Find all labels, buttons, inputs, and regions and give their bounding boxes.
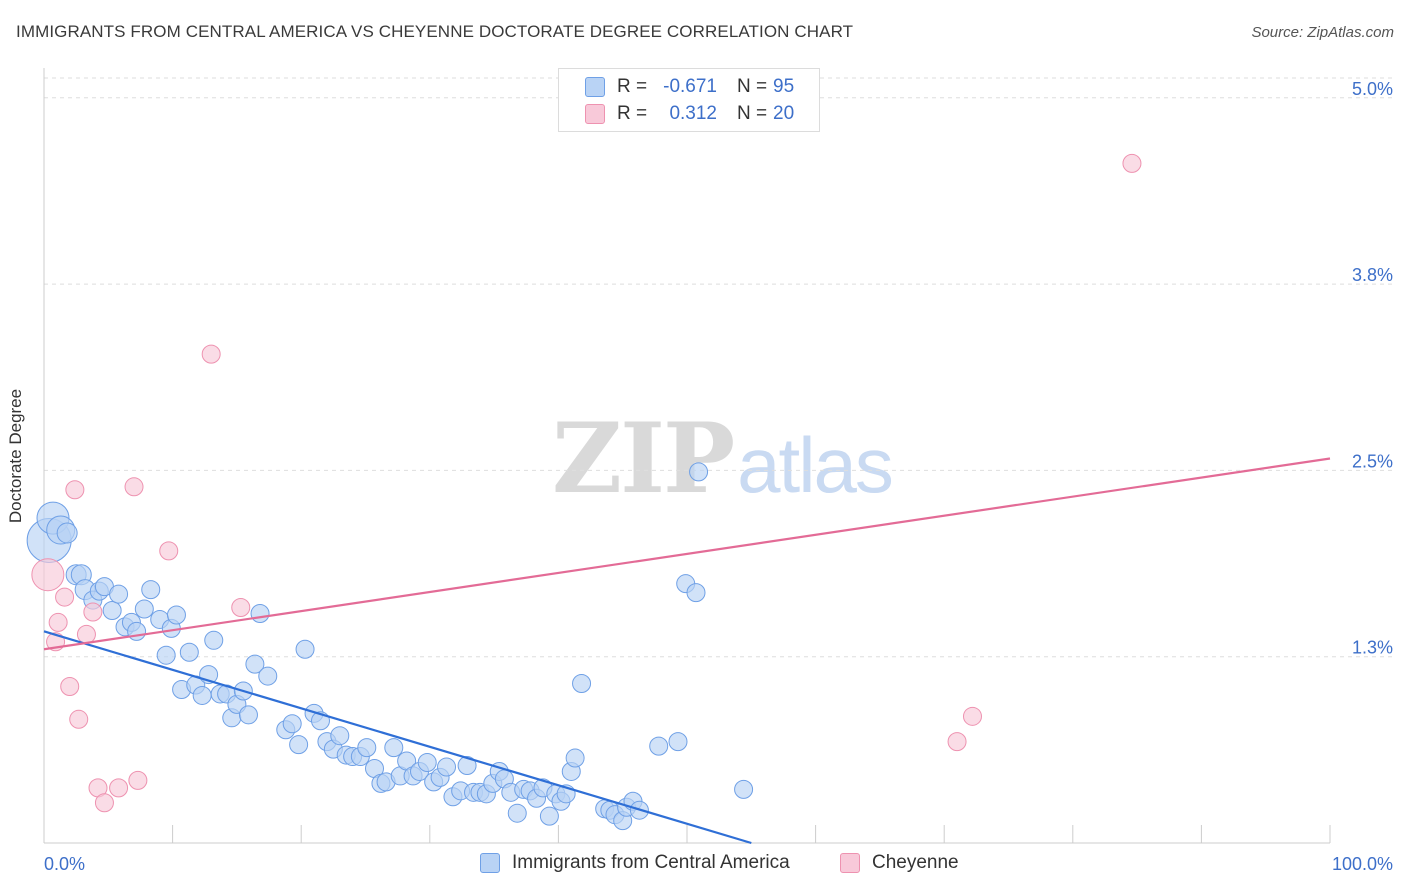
point-cheyenne <box>109 778 129 798</box>
point-central-america <box>250 603 270 623</box>
source-label: Source: ZipAtlas.com <box>1251 24 1394 41</box>
legend-n-value: 20 <box>773 103 795 124</box>
point-central-america <box>179 642 199 662</box>
legend-row-cheyenne: R = 0.312 N = 20 <box>585 101 794 127</box>
point-cheyenne <box>94 793 114 813</box>
point-central-america <box>204 630 224 650</box>
point-central-america <box>127 621 147 641</box>
point-central-america <box>572 674 592 694</box>
point-cheyenne <box>159 541 179 561</box>
trend-layer <box>43 457 1331 845</box>
point-central-america <box>245 654 265 674</box>
series-legend: Immigrants from Central America Cheyenne <box>0 852 1406 878</box>
point-central-america <box>141 580 161 600</box>
point-cheyenne <box>31 558 65 592</box>
grid-layer <box>44 77 1392 658</box>
watermark-zip: ZIP <box>552 402 735 515</box>
point-central-america <box>282 714 302 734</box>
legend-swatch-central-america <box>585 77 605 97</box>
legend-row-central-america: R = -0.671 N = 95 <box>585 74 794 100</box>
point-central-america <box>134 599 154 619</box>
point-cheyenne <box>76 624 96 644</box>
y-tick-label: 5.0% <box>1352 79 1393 99</box>
point-cheyenne <box>60 677 80 697</box>
point-cheyenne <box>947 732 967 752</box>
point-central-america <box>192 685 212 705</box>
legend-r-label: R = <box>617 76 648 97</box>
series-swatch-central-america <box>480 853 500 873</box>
y-tick-label: 2.5% <box>1352 451 1393 471</box>
watermark: ZIPatlas <box>552 402 894 515</box>
watermark-atlas: atlas <box>737 421 894 509</box>
point-central-america <box>156 645 176 665</box>
point-central-america <box>649 736 669 756</box>
point-central-america <box>457 756 477 775</box>
point-central-america <box>289 735 309 755</box>
point-cheyenne <box>128 770 148 790</box>
point-cheyenne <box>124 477 144 497</box>
point-cheyenne <box>69 709 89 729</box>
series-legend-item-cheyenne[interactable]: Cheyenne <box>840 852 959 874</box>
series-swatch-cheyenne <box>840 853 860 873</box>
point-central-america <box>417 753 437 773</box>
point-central-america <box>102 601 122 620</box>
y-tick-label: 1.3% <box>1352 638 1393 658</box>
point-central-america <box>238 705 258 725</box>
point-layer <box>26 153 1142 831</box>
point-central-america <box>56 522 78 544</box>
point-central-america <box>295 639 315 659</box>
legend-r-value: 0.312 <box>669 103 717 124</box>
trend-line-central-america <box>43 630 752 845</box>
series-legend-label: Immigrants from Central America <box>512 852 790 873</box>
legend-n-label: N = <box>737 103 768 124</box>
point-central-america <box>689 462 709 482</box>
point-central-america <box>357 738 377 758</box>
legend-n-label: N = <box>737 76 768 97</box>
x-tick-label: 0.0% <box>44 854 85 874</box>
point-cheyenne <box>201 344 221 364</box>
point-central-america <box>686 583 706 603</box>
series-legend-item-central-america[interactable]: Immigrants from Central America <box>480 852 790 874</box>
point-central-america <box>507 803 527 823</box>
point-central-america <box>437 757 457 777</box>
chart-title: IMMIGRANTS FROM CENTRAL AMERICA VS CHEYE… <box>16 22 854 41</box>
point-cheyenne <box>55 587 75 607</box>
point-central-america <box>384 738 404 758</box>
point-cheyenne <box>65 480 85 500</box>
point-central-america <box>258 666 278 686</box>
point-central-america <box>668 732 688 752</box>
point-central-america <box>565 748 585 768</box>
point-central-america <box>539 806 559 826</box>
point-cheyenne <box>231 598 251 618</box>
tick-label-layer: 1.3% 2.5% 3.8% 5.0% 0.0% 100.0% <box>44 79 1393 874</box>
series-legend-label: Cheyenne <box>872 852 959 873</box>
x-tick-label: 100.0% <box>1332 854 1393 874</box>
legend-r-label: R = <box>617 103 648 124</box>
correlation-legend: R = -0.671 N = 95 R = 0.312 N = 20 <box>558 68 820 132</box>
point-central-america <box>166 605 186 625</box>
y-tick-label: 3.8% <box>1352 265 1393 285</box>
point-cheyenne <box>1122 153 1142 173</box>
legend-r-value: -0.671 <box>663 76 717 97</box>
point-cheyenne <box>83 602 103 622</box>
legend-n-value: 95 <box>773 76 795 97</box>
axis-layer <box>43 68 1331 844</box>
legend-swatch-cheyenne <box>585 104 605 124</box>
point-cheyenne <box>962 706 982 726</box>
point-central-america <box>109 584 129 604</box>
point-cheyenne <box>48 612 68 632</box>
point-central-america <box>330 726 350 746</box>
trend-line-cheyenne <box>43 457 1331 651</box>
point-central-america <box>734 779 754 799</box>
